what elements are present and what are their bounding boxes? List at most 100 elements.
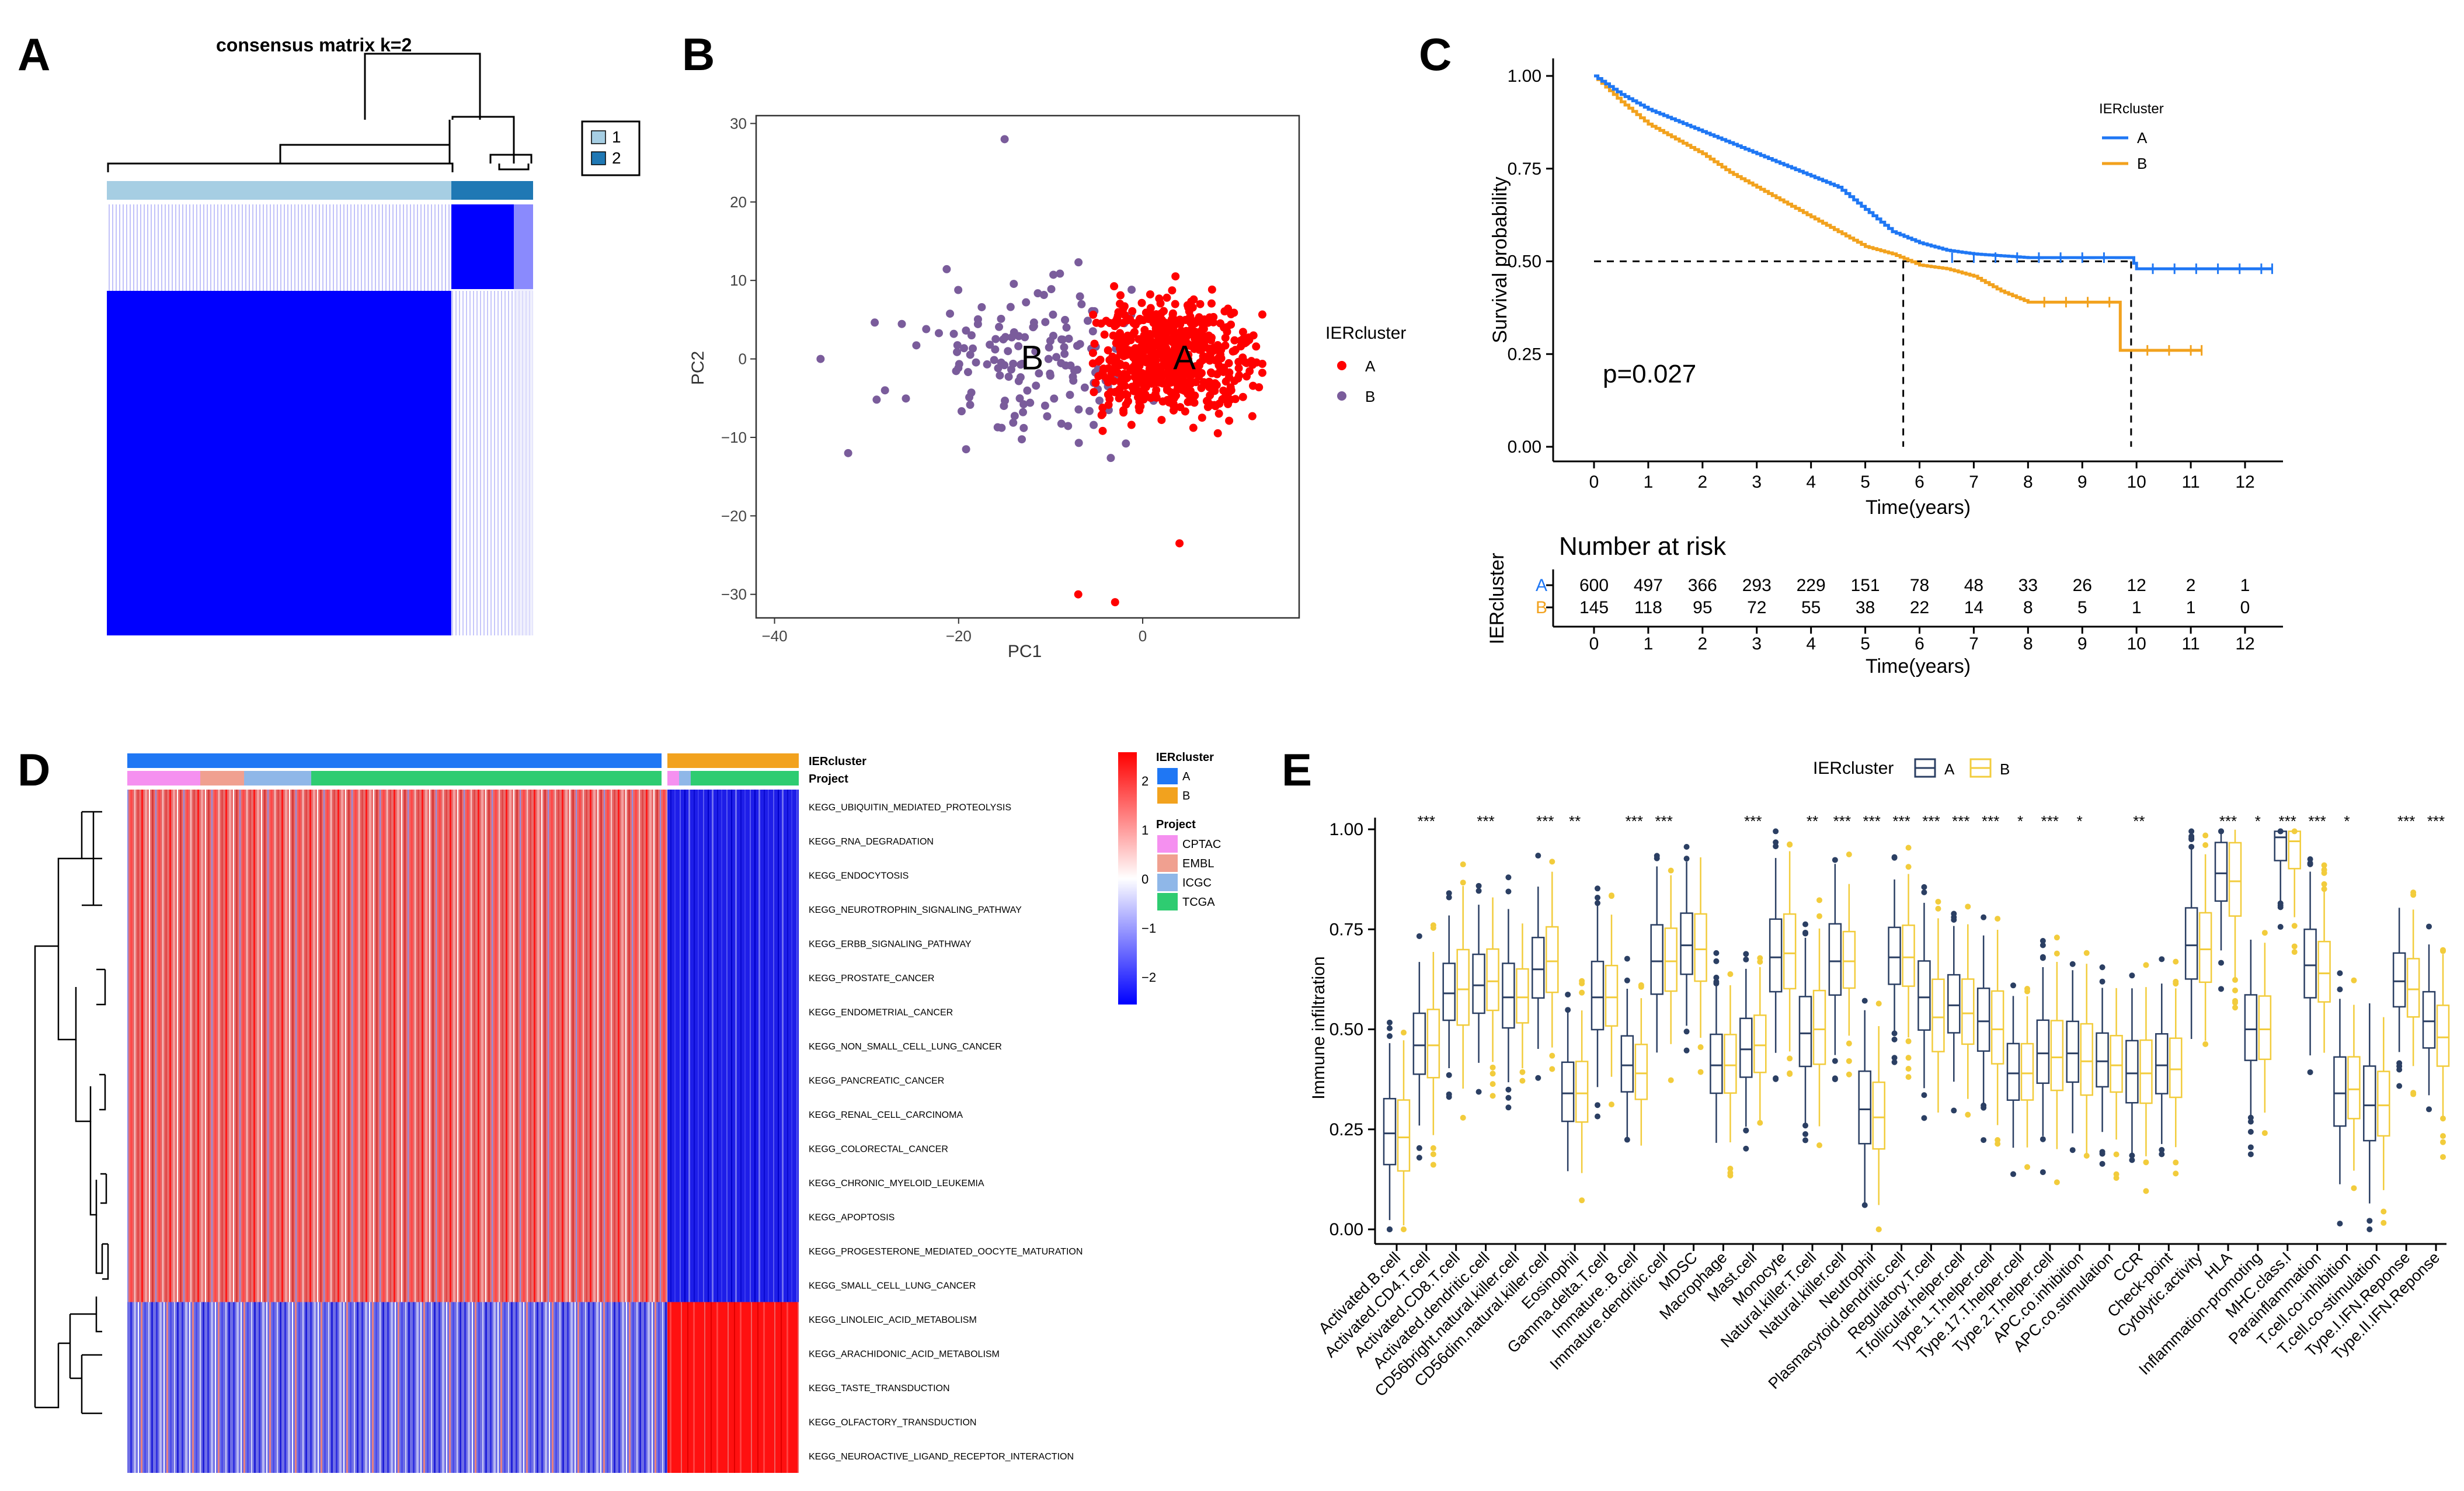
- pca-point-a: [1104, 364, 1113, 373]
- box-a-body: [2244, 994, 2258, 1061]
- pca-point-a: [1149, 341, 1158, 350]
- panel-d-letter: D: [18, 744, 50, 795]
- pca-cluster-label-b: B: [1021, 339, 1044, 377]
- pca-point-b: [816, 354, 825, 363]
- box-b-body: [1605, 965, 1619, 1027]
- box-sig-mark: ***: [1833, 812, 1851, 830]
- consensus-edge: [514, 204, 533, 635]
- pca-point-b: [1009, 418, 1018, 427]
- box-b-body: [1931, 978, 1945, 1052]
- pca-point-b: [1074, 439, 1083, 447]
- pca-point-a: [1196, 300, 1205, 308]
- pca-point-b: [1047, 285, 1056, 294]
- pca-point-a: [1092, 318, 1101, 327]
- risk-cell-b: 22: [1910, 598, 1929, 617]
- pca-point-b: [1044, 354, 1053, 363]
- box-a-outlier: [1861, 1202, 1868, 1208]
- pca-point-a: [1190, 398, 1199, 407]
- heatmap-row-cells-b: [667, 1438, 799, 1473]
- consensus-legend-1: 1: [612, 128, 621, 146]
- pca-point-a: [1149, 369, 1157, 378]
- risk-cell-b: 14: [1964, 598, 1983, 617]
- heatmap-row-label: KEGG_NEUROACTIVE_LIGAND_RECEPTOR_INTERAC…: [809, 1452, 1074, 1462]
- pca-point-b: [953, 341, 962, 350]
- box-a-outlier: [2099, 1149, 2105, 1155]
- pca-point-a: [1111, 598, 1119, 607]
- pca-legend-dot-b: [1337, 391, 1346, 401]
- box-b-outlier: [1549, 1052, 1555, 1059]
- box-b-outlier: [1609, 1101, 1614, 1108]
- box-b-body: [2436, 1005, 2450, 1067]
- pca-point-b: [983, 360, 991, 369]
- box-b-outlier: [2202, 832, 2209, 839]
- heatmap-row-cells-a: [127, 858, 667, 892]
- pca-point-a: [1115, 394, 1123, 403]
- heatmap-project-embl: [200, 771, 244, 786]
- box-a: [2422, 923, 2436, 1113]
- pca-point-a: [1147, 347, 1156, 356]
- box-a-outlier: [2337, 986, 2343, 993]
- pca-xtick-label: −20: [946, 627, 972, 645]
- pca-point-a: [1195, 372, 1203, 381]
- panel-b: B −40 −20 0 30 20 10 0 −10 −20 −30 B A PC1 PC2 IE…: [682, 29, 1406, 661]
- box-a-outlier: [2040, 955, 2046, 961]
- risk-cell-b: 0: [2240, 598, 2250, 617]
- risk-row-name-a: A: [1536, 576, 1547, 595]
- box-a-outlier: [2069, 1147, 2076, 1153]
- box-b-outlier: [1905, 864, 1912, 870]
- pca-point-b: [977, 303, 986, 311]
- risk-xlabel: Time(years): [1866, 655, 1971, 677]
- box-a-body: [2125, 1040, 2139, 1104]
- box-a-outlier: [2010, 982, 2016, 989]
- panel-e-letter: E: [1282, 744, 1312, 795]
- pca-point-a: [1252, 342, 1261, 351]
- heatmap-row-label: KEGG_ERBB_SIGNALING_PATHWAY: [809, 939, 972, 949]
- pca-point-a: [1258, 310, 1266, 319]
- box-b-outlier: [1995, 916, 2001, 922]
- box-sig-mark: ***: [2308, 812, 2326, 830]
- pca-point-a: [1258, 369, 1266, 377]
- box-a-outlier: [1743, 1127, 1749, 1134]
- box-b-outlier: [1489, 1071, 1496, 1077]
- box-b-outlier: [2173, 978, 2179, 985]
- pca-points: [816, 135, 1266, 607]
- box-a-body: [2422, 990, 2436, 1049]
- heatmap-row-cells-a: [127, 1302, 667, 1336]
- pca-point-a: [1098, 426, 1107, 435]
- pca-point-b: [1015, 394, 1024, 403]
- box-b-outlier: [2381, 1219, 2387, 1226]
- pca-point-a: [1231, 346, 1240, 354]
- box-b-outlier: [1460, 861, 1466, 868]
- pca-point-a: [1195, 313, 1203, 322]
- box-a-body: [1828, 923, 1842, 996]
- box-a-outlier: [1683, 1028, 1690, 1035]
- box-b-body: [1397, 1099, 1411, 1172]
- km-xtick-label: 2: [1697, 472, 1707, 492]
- pca-point-a: [1207, 401, 1216, 409]
- box-a-outlier: [1446, 1072, 1452, 1078]
- pca-point-b: [1032, 381, 1040, 390]
- pca-ytick-label: −10: [721, 429, 747, 446]
- heatmap-row-cells-a: [127, 1370, 667, 1405]
- panel-e: E IERcluster A B Immune infiltration 1.0…: [1282, 744, 2450, 1400]
- pca-point-a: [1133, 386, 1141, 395]
- risk-cell-b: 55: [1801, 598, 1821, 617]
- box-a-body: [2096, 1032, 2109, 1088]
- box-b-outlier: [2261, 1130, 2268, 1137]
- box-b: [1902, 844, 1915, 1080]
- box-a: [1620, 955, 1634, 1143]
- box-b-outlier: [1549, 859, 1555, 865]
- heatmap-row-cells-a: [127, 1028, 667, 1063]
- heatmap-row-cells-b: [667, 1131, 799, 1166]
- box-b-body: [2377, 1071, 2390, 1137]
- box-b-body: [1812, 989, 1826, 1065]
- box-sig-mark: **: [1807, 812, 1818, 830]
- box-b-outlier: [1668, 1077, 1674, 1083]
- box-b-outlier: [1935, 905, 1941, 912]
- heatmap-legend-b: B: [1182, 790, 1190, 802]
- box-b-body: [2110, 1035, 2123, 1093]
- box-a-body: [1976, 987, 1990, 1052]
- box-sig-mark: ***: [1536, 812, 1554, 830]
- pca-point-a: [1185, 307, 1193, 316]
- pca-point-b: [1127, 286, 1136, 294]
